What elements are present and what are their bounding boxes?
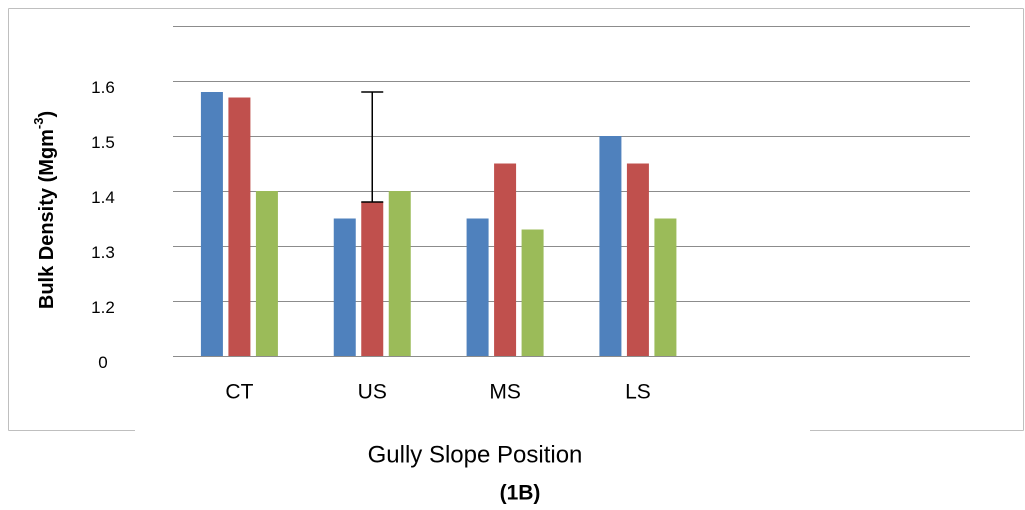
y-axis-title-superscript: -3 [31,118,46,130]
x-tick-label: US [358,381,387,404]
y-tick-label: 1.5 [91,133,115,152]
bar [654,218,677,356]
y-axis-title: Bulk Density (Mgm-3) [31,111,58,309]
y-tick-label: 1.4 [91,188,115,207]
y-tick-label: 1.2 [91,298,115,317]
x-tick-label: CT [225,381,253,404]
bar [361,202,384,356]
chart-frame [8,8,1024,431]
bar [228,97,251,356]
bar [521,229,544,356]
bar [333,218,356,356]
bar [599,136,622,356]
bar [466,218,489,356]
x-tick-label: LS [625,381,651,404]
bar [255,191,278,356]
x-axis-title: Gully Slope Position [368,441,583,468]
y-tick-label: 1.6 [91,78,115,97]
y-axis-title-end: ) [36,111,58,118]
bar [388,191,411,356]
x-tick-label: MS [489,381,521,404]
bar [494,163,517,356]
y-tick-label: 0 [98,353,107,372]
y-axis-title-text: Bulk Density (Mgm [36,129,58,309]
y-tick-label: 1.3 [91,243,115,262]
bar [200,92,223,356]
caption: (1B) [500,482,541,505]
bar [626,163,649,356]
